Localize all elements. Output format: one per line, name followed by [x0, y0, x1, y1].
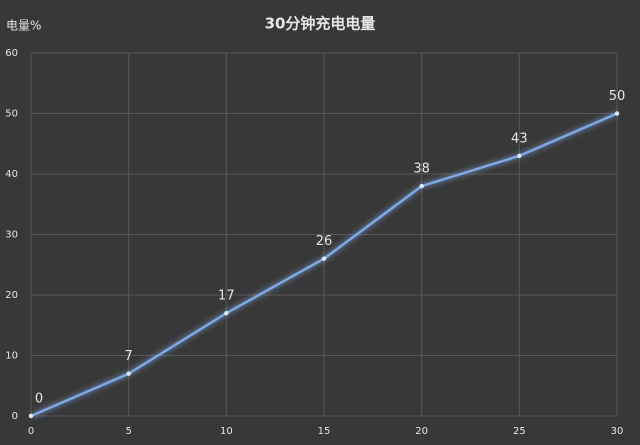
data-label: 7 — [125, 349, 133, 364]
data-point — [517, 153, 522, 159]
x-tick-label: 30 — [611, 426, 624, 437]
data-point — [321, 256, 327, 261]
data-label: 38 — [413, 162, 430, 177]
plot-area: 0 10 20 30 40 50 60 0 5 10 15 20 25 30 0 7 17 26 38 43 50 — [5, 48, 625, 437]
data-label: 17 — [218, 289, 235, 304]
data-point — [224, 310, 229, 316]
data-point — [419, 183, 424, 189]
x-tick-label: 15 — [318, 426, 331, 437]
y-tick-label: 60 — [5, 48, 18, 59]
data-point — [614, 111, 620, 116]
data-point — [28, 413, 34, 419]
y-tick-label: 50 — [5, 109, 18, 120]
y-tick-label: 10 — [5, 351, 18, 362]
chart-title: 30分钟充电电量 — [265, 15, 376, 33]
y-tick-label: 20 — [5, 290, 18, 301]
x-tick-label: 25 — [513, 426, 526, 437]
x-tick-label: 5 — [125, 426, 131, 437]
data-label: 0 — [35, 392, 43, 407]
data-point — [126, 371, 131, 376]
y-tick-label: 40 — [5, 169, 18, 180]
x-tick-label: 0 — [28, 426, 34, 437]
y-axis-label: 电量% — [6, 19, 41, 33]
data-label: 43 — [511, 131, 528, 146]
y-tick-label: 30 — [5, 230, 18, 241]
data-label: 26 — [316, 234, 333, 249]
x-tick-label: 10 — [220, 426, 233, 437]
data-label: 50 — [609, 89, 626, 104]
y-tick-label: 0 — [12, 411, 18, 422]
x-tick-label: 20 — [415, 426, 428, 437]
